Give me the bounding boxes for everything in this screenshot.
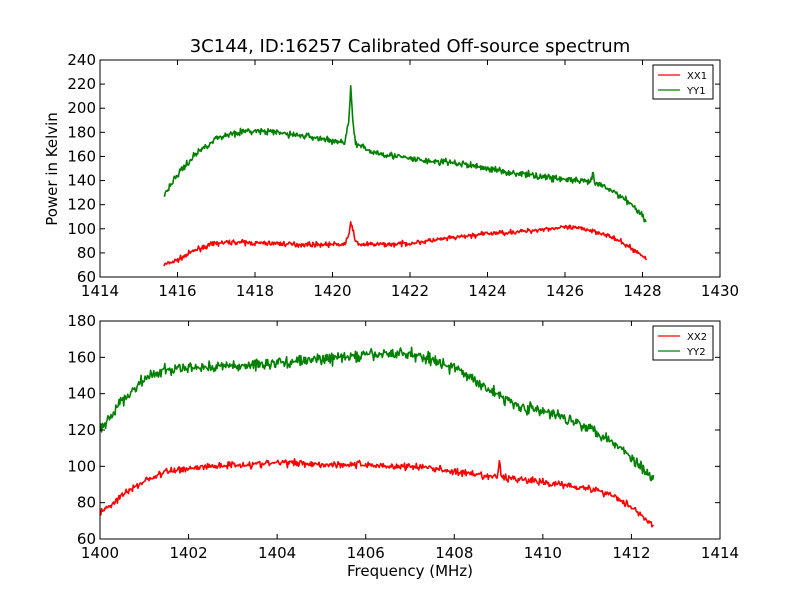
x-tick-label: 1422 [391, 282, 429, 300]
series-line-xx1 [163, 221, 648, 267]
y-tick-label: 200 [67, 99, 96, 117]
legend-label: YY1 [686, 86, 706, 97]
series-line-yy2 [100, 346, 655, 482]
y-tick-label: 180 [67, 123, 96, 141]
x-tick-label: 1404 [258, 544, 296, 562]
y-tick-label: 60 [77, 268, 96, 286]
legend-label: XX1 [687, 71, 707, 82]
x-tick-label: 1406 [347, 544, 385, 562]
y-tick-label: 160 [67, 147, 96, 165]
y-tick-label: 60 [77, 530, 96, 548]
x-tick-label: 1428 [623, 282, 661, 300]
x-tick-label: 1414 [81, 282, 119, 300]
x-tick-label: 1430 [701, 282, 739, 300]
legend-label: XX2 [687, 332, 707, 343]
y-tick-label: 80 [77, 244, 96, 262]
x-tick-label: 1400 [81, 544, 119, 562]
y-tick-label: 120 [67, 421, 96, 439]
y-tick-label: 240 [67, 51, 96, 69]
y-tick-label: 180 [67, 312, 96, 330]
x-tick-label: 1418 [236, 282, 274, 300]
y-tick-label: 80 [77, 494, 96, 512]
x-tick-label: 1408 [435, 544, 473, 562]
top-spectrum-panel: 1414 1416 1418 1420 1422 1424 1426 1428 1430 60 80… [67, 51, 739, 300]
y-tick-label: 140 [67, 385, 96, 403]
y-axis-label: Power in Kelvin [43, 112, 61, 226]
x-tick-label: 1420 [313, 282, 351, 300]
y-tick-label: 140 [67, 172, 96, 190]
y-tick-label: 100 [67, 457, 96, 475]
y-tick-label: 160 [67, 348, 96, 366]
x-tick-label: 1414 [701, 544, 739, 562]
series-line-xx2 [100, 458, 655, 528]
x-tick-label: 1402 [169, 544, 207, 562]
bottom-spectrum-panel: 1400 1402 1404 1406 1408 1410 1412 1414 60 80 100 1… [67, 312, 739, 562]
x-tick-label: 1410 [524, 544, 562, 562]
x-tick-label: 1426 [546, 282, 584, 300]
y-tick-label: 100 [67, 220, 96, 238]
x-tick-label: 1412 [612, 544, 650, 562]
series-line-yy1 [163, 84, 647, 223]
y-tick-label: 120 [67, 196, 96, 214]
y-tick-label: 220 [67, 75, 96, 93]
x-axis-label: Frequency (MHz) [347, 562, 473, 580]
x-tick-label: 1424 [468, 282, 506, 300]
figure-title: 3C144, ID:16257 Calibrated Off-source sp… [190, 36, 631, 57]
legend-label: YY2 [686, 347, 706, 358]
x-tick-label: 1416 [158, 282, 196, 300]
